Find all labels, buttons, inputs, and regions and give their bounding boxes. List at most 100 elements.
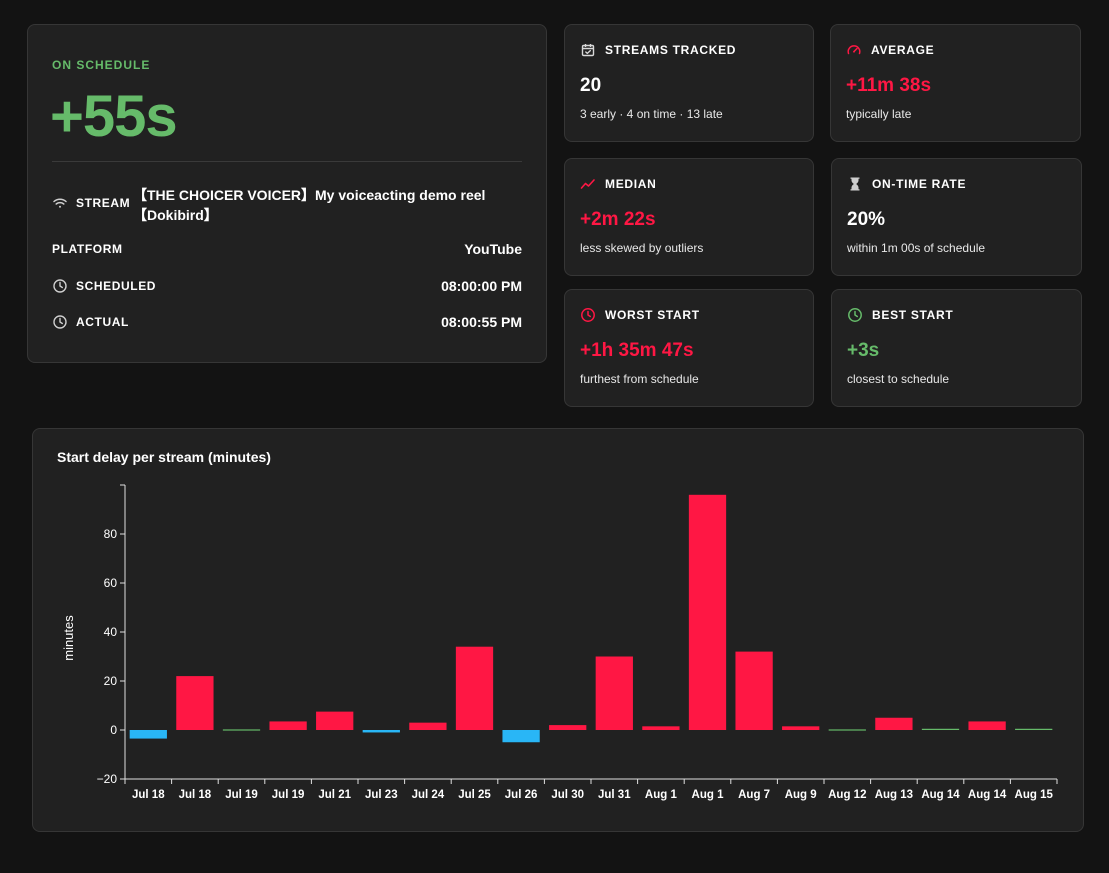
y-tick-label: 0 (110, 723, 117, 737)
status-label: ON SCHEDULE (52, 58, 151, 72)
best-start-title-row: BEST START (847, 307, 953, 323)
calendar-check-icon (580, 42, 596, 58)
scheduled-label: SCHEDULED (76, 279, 157, 293)
x-tick-label: Aug 7 (738, 789, 770, 801)
x-tick-label: Aug 13 (875, 789, 913, 801)
bar-4 (269, 721, 307, 730)
bar-20 (1015, 728, 1053, 730)
streams-tracked-value: 20 (580, 75, 602, 96)
on-time-rate-value: 20% (847, 209, 886, 230)
y-tick-label: −20 (97, 772, 118, 786)
average-value: +11m 38s (846, 75, 932, 96)
x-tick-label: Jul 24 (412, 789, 445, 801)
y-tick-label: 20 (104, 674, 118, 688)
chart-title: Start delay per stream (minutes) (57, 449, 271, 465)
x-tick-label: Jul 21 (318, 789, 351, 801)
worst-start-title-row: WORST START (580, 307, 700, 323)
x-tick-label: Jul 26 (505, 789, 538, 801)
bar-6 (362, 730, 400, 733)
y-tick-label: 80 (104, 527, 118, 541)
median-sub: less skewed by outliers (580, 241, 704, 255)
delay-chart-card: Start delay per stream (minutes) −20 0 20 4… (32, 428, 1084, 832)
bar-11 (595, 656, 633, 730)
bar-9 (502, 730, 540, 743)
delay-value: +55s (50, 84, 178, 149)
bar-13 (688, 494, 727, 730)
stream-title: 【THE CHOICER VOICER】My voiceacting demo … (133, 187, 486, 223)
median-title: MEDIAN (605, 177, 657, 191)
x-tick-label: Jul 23 (365, 789, 398, 801)
bar-19 (968, 721, 1006, 730)
worst-start-sub: furthest from schedule (580, 372, 699, 386)
y-axis-label: minutes (61, 615, 76, 661)
y-tick-label: 60 (104, 576, 118, 590)
bar-10 (549, 725, 587, 730)
actual-row-label: ACTUAL (52, 314, 129, 330)
median-title-row: MEDIAN (580, 176, 657, 192)
stream-row-label: STREAM (52, 195, 130, 211)
x-tick-label: Aug 1 (692, 789, 725, 801)
bar-1 (129, 730, 167, 739)
average-title-row: AVERAGE (846, 42, 934, 58)
bar-7 (409, 722, 447, 730)
stream-label: STREAM (76, 196, 131, 210)
clock-icon (847, 307, 863, 323)
bar-17 (875, 717, 913, 730)
median-value: +2m 22s (580, 209, 656, 230)
x-tick-label: Aug 1 (645, 789, 678, 801)
bar-2 (176, 676, 214, 730)
streams-tracked-title-row: STREAMS TRACKED (580, 42, 736, 58)
bar-14 (735, 651, 773, 730)
x-tick-label: Aug 14 (968, 789, 1007, 801)
bar-5 (316, 711, 354, 730)
on-time-rate-title-row: ON-TIME RATE (847, 176, 966, 192)
actual-label: ACTUAL (76, 315, 129, 329)
average-sub: typically late (846, 107, 912, 121)
on-time-rate-sub: within 1m 00s of schedule (847, 241, 986, 255)
bar-8 (455, 646, 494, 730)
x-tick-label: Aug 14 (921, 789, 960, 801)
best-start-value: +3s (847, 340, 880, 361)
average-card: AVERAGE +11m 38s typically late (830, 24, 1081, 142)
x-tick-label: Jul 19 (272, 789, 305, 801)
y-tick-label: 40 (104, 625, 118, 639)
worst-start-title: WORST START (605, 308, 700, 322)
scheduled-value: 08:00:00 PM (441, 278, 522, 294)
clock-icon (580, 307, 596, 323)
on-time-rate-card: ON-TIME RATE 20% within 1m 00s of schedu… (831, 158, 1082, 276)
trend-line-icon (580, 176, 596, 192)
platform-value: YouTube (464, 241, 522, 257)
wifi-icon (52, 195, 68, 211)
x-tick-label: Jul 18 (179, 789, 212, 801)
x-tick-label: Aug 12 (828, 789, 866, 801)
actual-value: 08:00:55 PM (441, 314, 522, 330)
best-start-card: BEST START +3s closest to schedule (831, 289, 1082, 407)
median-card: MEDIAN +2m 22s less skewed by outliers (564, 158, 814, 276)
scheduled-row-label: SCHEDULED (52, 278, 156, 294)
bar-16 (828, 729, 866, 731)
on-time-rate-title: ON-TIME RATE (872, 177, 967, 191)
average-title: AVERAGE (871, 43, 935, 57)
worst-start-value: +1h 35m 47s (580, 340, 694, 361)
bar-18 (921, 728, 960, 730)
bar-12 (642, 726, 680, 730)
streams-tracked-card: STREAMS TRACKED 20 3 early · 4 on time ·… (564, 24, 814, 142)
delay-bar-chart: −20 0 20 40 60 80 minutes Jul 18 Jul 18 Jul 19 Jul… (61, 484, 1058, 801)
speedometer-icon (846, 42, 862, 58)
x-tick-label: Jul 25 (458, 789, 491, 801)
x-tick-label: Jul 19 (225, 789, 258, 801)
platform-label: PLATFORM (52, 242, 123, 256)
streams-tracked-sub: 3 early · 4 on time · 13 late (580, 107, 723, 121)
current-stream-card: ON SCHEDULE +55s STREAM 【THE CHOICER VOI… (27, 24, 547, 363)
x-tick-label: Jul 30 (551, 789, 584, 801)
x-tick-label: Aug 9 (785, 789, 817, 801)
clock-icon (52, 314, 68, 330)
worst-start-card: WORST START +1h 35m 47s furthest from sc… (564, 289, 814, 407)
bar-15 (782, 726, 820, 730)
x-tick-label: Jul 31 (598, 789, 631, 801)
best-start-sub: closest to schedule (847, 372, 950, 386)
bar-3 (222, 729, 261, 731)
divider (52, 161, 522, 162)
clock-icon (52, 278, 68, 294)
x-tick-label: Jul 18 (132, 789, 165, 801)
